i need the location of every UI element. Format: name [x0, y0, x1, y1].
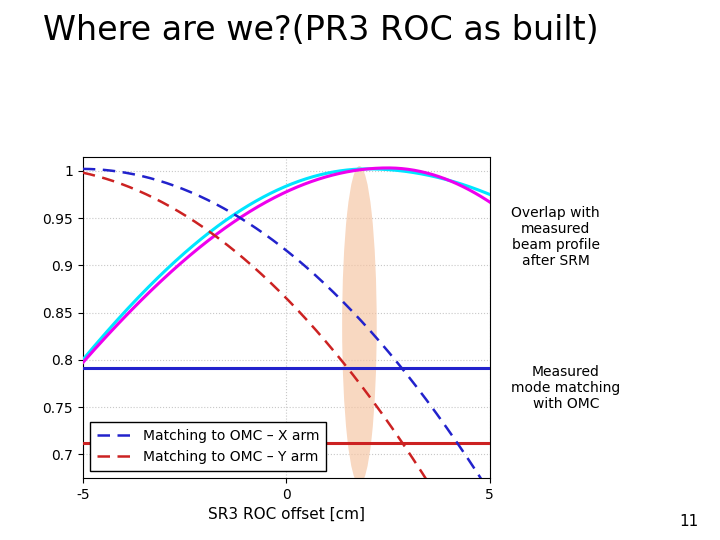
- Text: Measured
mode matching
with OMC: Measured mode matching with OMC: [511, 365, 621, 411]
- Text: Where are we?(PR3 ROC as built): Where are we?(PR3 ROC as built): [43, 14, 599, 46]
- Text: 11: 11: [679, 514, 698, 529]
- Text: Overlap with
measured
beam profile
after SRM: Overlap with measured beam profile after…: [511, 206, 600, 268]
- Ellipse shape: [342, 166, 377, 484]
- X-axis label: SR3 ROC offset [cm]: SR3 ROC offset [cm]: [207, 507, 365, 522]
- Legend: Matching to OMC – X arm, Matching to OMC – Y arm: Matching to OMC – X arm, Matching to OMC…: [90, 422, 326, 471]
